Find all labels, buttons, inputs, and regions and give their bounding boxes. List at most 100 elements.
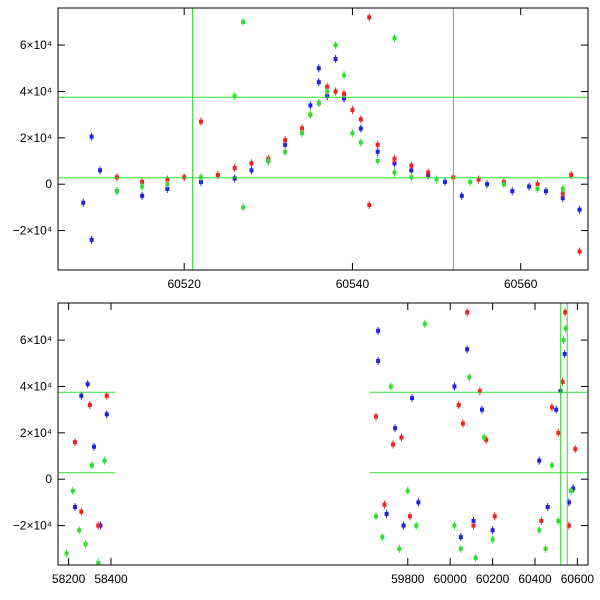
data-point <box>471 523 476 528</box>
data-point <box>460 421 465 426</box>
data-point <box>468 179 473 184</box>
data-point <box>473 556 478 561</box>
data-point <box>442 179 447 184</box>
plot-area <box>58 303 588 565</box>
y-tick-label: 6×10⁴ <box>20 38 52 52</box>
data-point <box>376 358 381 363</box>
data-point <box>333 43 338 48</box>
data-point <box>316 101 321 106</box>
data-point <box>325 89 330 94</box>
data-point <box>374 514 378 519</box>
bottom-panel: 58200 58400 59800 60000 60200 60400 60600 −2×10… <box>13 302 594 586</box>
data-point <box>98 523 103 528</box>
data-point <box>405 488 410 493</box>
data-point <box>325 84 330 89</box>
data-point <box>375 149 380 154</box>
data-point <box>560 379 565 384</box>
data-point <box>414 523 419 528</box>
data-point <box>342 91 347 96</box>
data-point <box>333 57 338 62</box>
y-tick-label: −2×10⁴ <box>13 519 52 533</box>
data-point <box>350 131 355 136</box>
data-point <box>316 80 321 85</box>
data-point <box>410 396 415 401</box>
data-point <box>388 384 393 389</box>
data-point <box>374 414 378 419</box>
data-point <box>409 168 414 173</box>
data-point <box>283 138 288 143</box>
data-point <box>342 96 347 101</box>
data-point <box>72 440 77 445</box>
data-point <box>358 117 363 122</box>
data-point <box>358 140 363 145</box>
data-point <box>83 542 88 547</box>
data-point <box>283 149 288 154</box>
data-point <box>452 384 457 389</box>
y-tick-label: 4×10⁴ <box>20 379 52 393</box>
data-point <box>376 328 381 333</box>
data-point <box>545 505 550 510</box>
data-point <box>409 163 414 168</box>
data-point <box>392 161 397 166</box>
data-point <box>537 528 542 533</box>
data-point <box>165 177 170 182</box>
data-point <box>299 131 304 136</box>
data-point <box>471 518 476 523</box>
data-point <box>556 430 561 435</box>
x-tick-label: 60000 <box>434 572 468 586</box>
data-point <box>140 184 145 189</box>
data-point <box>165 182 170 187</box>
axis-break <box>115 302 370 566</box>
x-tick-label: 60540 <box>336 277 370 291</box>
data-point <box>535 186 540 191</box>
data-point <box>563 310 568 315</box>
data-point <box>392 36 397 41</box>
data-point <box>549 463 554 468</box>
data-point <box>85 382 90 387</box>
data-point <box>283 142 288 147</box>
data-point <box>199 179 204 184</box>
data-point <box>232 176 237 181</box>
data-point <box>87 403 92 408</box>
data-point <box>392 170 397 175</box>
data-point <box>89 463 94 468</box>
data-point <box>577 249 582 254</box>
data-point <box>266 159 271 164</box>
x-tick-label: 60200 <box>476 572 510 586</box>
data-point <box>375 159 380 164</box>
data-point <box>64 551 69 556</box>
data-point <box>375 142 380 147</box>
data-point <box>465 347 470 352</box>
data-point <box>199 119 204 124</box>
data-point <box>407 514 412 519</box>
data-point <box>482 435 487 440</box>
data-point <box>477 389 482 394</box>
data-point <box>569 172 574 177</box>
data-point <box>577 207 582 212</box>
data-point <box>510 189 515 194</box>
data-point <box>380 535 385 540</box>
y-tick-label: 0 <box>45 177 52 191</box>
data-point <box>560 191 565 196</box>
data-point <box>490 537 495 542</box>
data-point <box>543 189 548 194</box>
data-point <box>566 523 571 528</box>
data-point <box>89 134 94 139</box>
data-point <box>456 403 461 408</box>
data-point <box>556 518 561 523</box>
data-point <box>563 326 568 331</box>
x-tick-label: 58400 <box>94 572 128 586</box>
data-point <box>434 177 439 182</box>
data-point <box>485 182 490 187</box>
data-point <box>573 447 578 452</box>
data-point <box>249 161 254 166</box>
data-point <box>308 112 313 117</box>
data-point <box>382 502 387 507</box>
data-point <box>458 535 463 540</box>
y-tick-label: 2×10⁴ <box>20 426 52 440</box>
data-point <box>232 94 237 99</box>
data-point <box>467 375 472 380</box>
data-point <box>543 546 548 551</box>
data-point <box>96 523 101 528</box>
